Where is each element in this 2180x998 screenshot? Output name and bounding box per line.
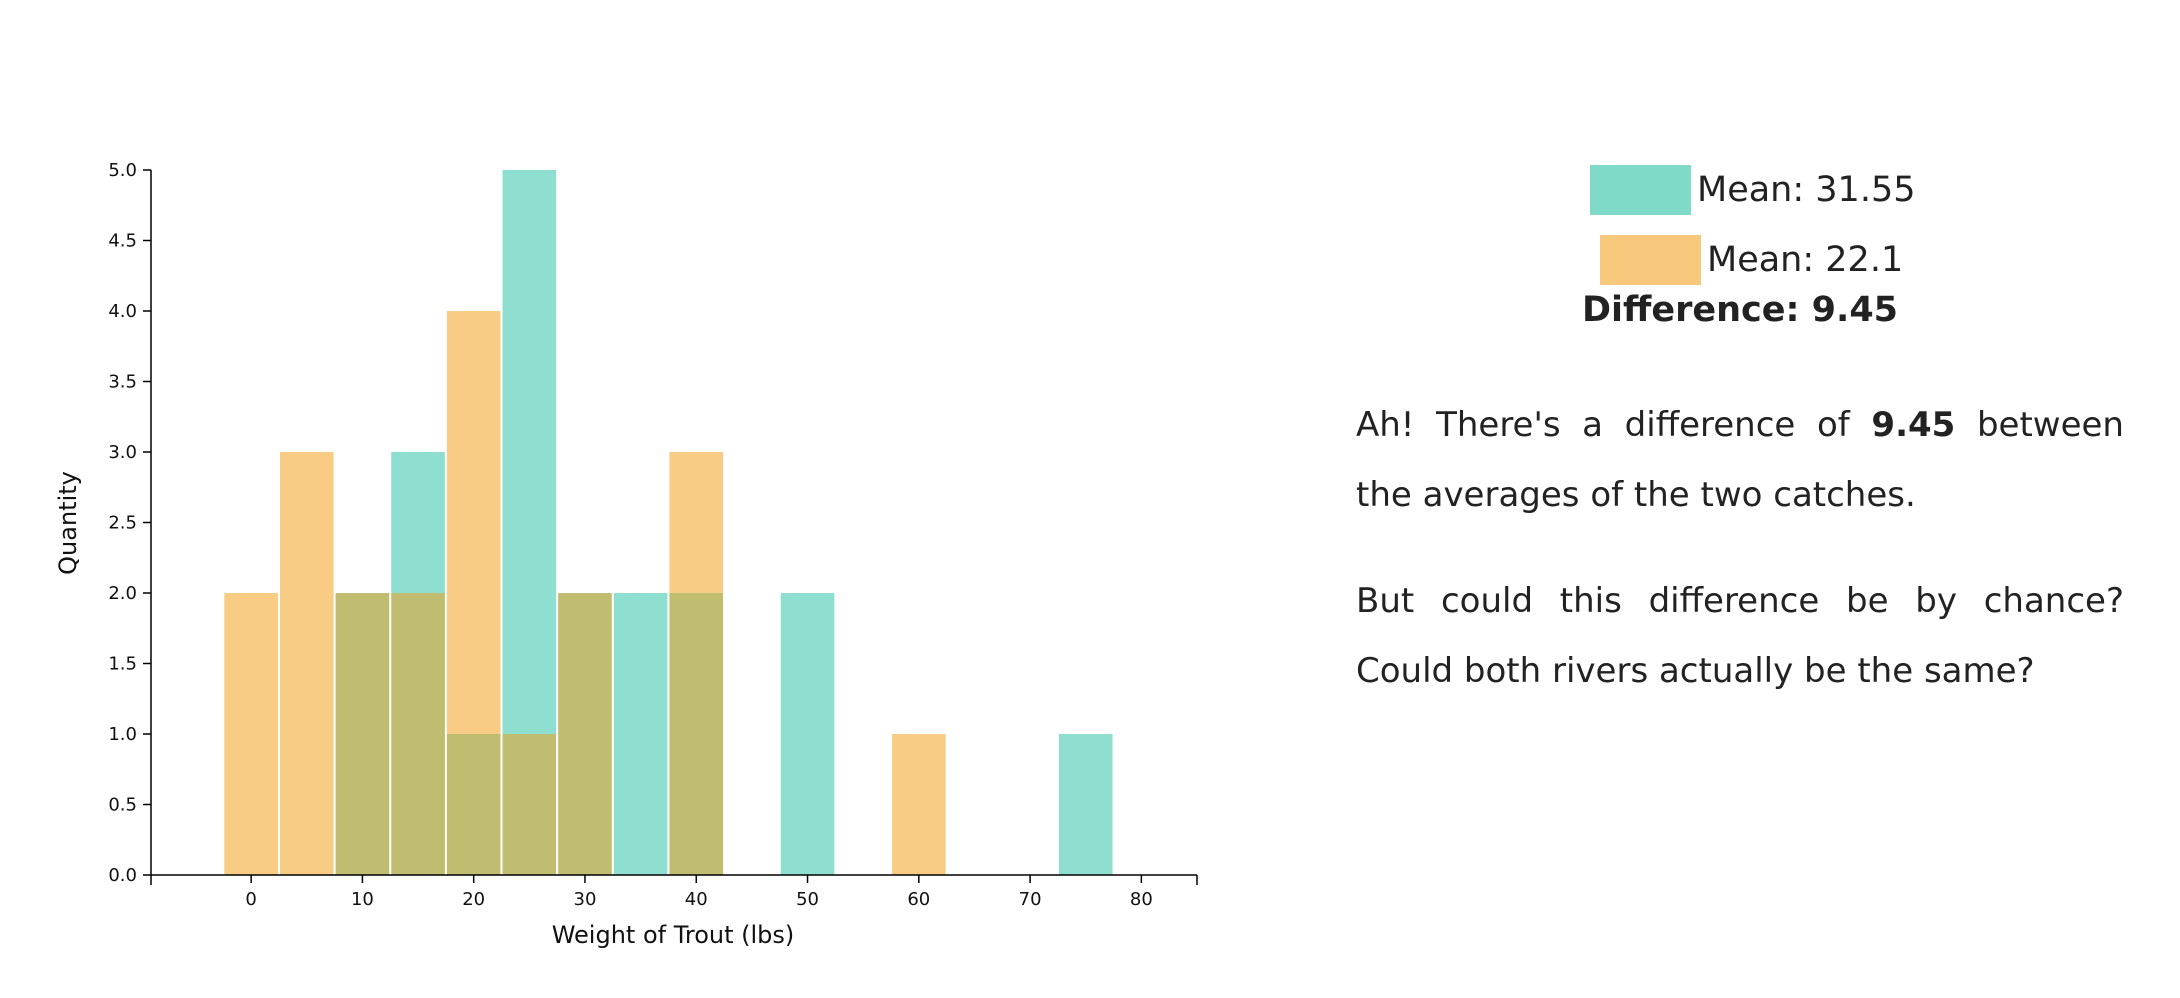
y-tick-label: 5.0: [108, 160, 137, 181]
x-tick-label: 30: [574, 889, 597, 910]
p1-text-start: Ah! There's a difference of: [1356, 405, 1872, 445]
bar-teal: [613, 593, 668, 875]
bar-overlap: [391, 593, 445, 875]
y-tick-label: 0.5: [108, 795, 137, 816]
legend-item-series-a: Mean: 31.55: [1590, 165, 1915, 215]
bar-overlap: [446, 734, 501, 875]
y-axis: 0.0 0.5 1.0 1.5 2.0 2.5 3.0 3.5 4.0 4.5 5.0: [108, 160, 152, 886]
legend-label-teal: Mean: 31.55: [1697, 170, 1916, 210]
explanation-text: Ah! There's a difference of 9.45 between…: [1356, 390, 2124, 742]
bar-orange: [446, 311, 501, 734]
y-tick-label: 4.5: [108, 231, 137, 252]
y-tick-label: 4.0: [108, 301, 137, 322]
p1-highlight-value: 9.45: [1871, 405, 1956, 445]
x-tick-label: 0: [245, 889, 256, 910]
legend-swatch-orange: [1600, 235, 1701, 285]
bar-teal: [780, 593, 835, 875]
legend-label-orange: Mean: 22.1: [1707, 240, 1904, 280]
bar-overlap: [502, 734, 557, 875]
x-tick-label: 60: [907, 889, 930, 910]
p1-text-end: between the averages of the two catches.: [1356, 405, 2124, 515]
x-tick-label: 40: [685, 889, 708, 910]
histogram-bars: [224, 170, 1113, 875]
bar-teal: [502, 170, 557, 734]
y-tick-label: 0.0: [108, 865, 137, 886]
y-tick-label: 1.0: [108, 724, 137, 745]
difference-label: Difference: 9.45: [1581, 290, 1899, 330]
explanation-paragraph-1: Ah! There's a difference of 9.45 between…: [1356, 390, 2124, 530]
x-tick-label: 50: [796, 889, 819, 910]
bar-overlap: [335, 593, 390, 875]
bar-orange: [669, 452, 724, 593]
y-tick-label: 3.5: [108, 372, 137, 393]
bar-orange: [224, 593, 278, 875]
bar-orange: [279, 452, 334, 875]
x-tick-label: 70: [1019, 889, 1042, 910]
legend-item-series-b: Mean: 22.1: [1600, 235, 1903, 285]
y-tick-label: 2.0: [108, 583, 137, 604]
explanation-paragraph-2: But could this difference be by chance? …: [1356, 581, 2124, 691]
x-tick-label: 10: [351, 889, 374, 910]
bar-orange: [891, 734, 946, 875]
x-axis: 0 10 20 30 40 50 60 70 80: [150, 874, 1198, 910]
bar-teal: [1058, 734, 1113, 875]
legend-swatch-teal: [1590, 165, 1691, 215]
x-tick-label: 20: [462, 889, 485, 910]
y-tick-label: 1.5: [108, 654, 137, 675]
y-axis-title: Quantity: [54, 471, 82, 575]
y-tick-label: 3.0: [108, 442, 137, 463]
bar-overlap: [669, 593, 724, 875]
x-axis-title: Weight of Trout (lbs): [552, 921, 795, 949]
x-tick-label: 80: [1130, 889, 1153, 910]
y-tick-label: 2.5: [108, 513, 137, 534]
bar-overlap: [558, 593, 612, 875]
histogram-chart: 0.0 0.5 1.0 1.5 2.0 2.5 3.0 3.5 4.0 4.5 5.0 0 10 20 3…: [54, 160, 1198, 949]
bar-teal: [391, 452, 445, 593]
